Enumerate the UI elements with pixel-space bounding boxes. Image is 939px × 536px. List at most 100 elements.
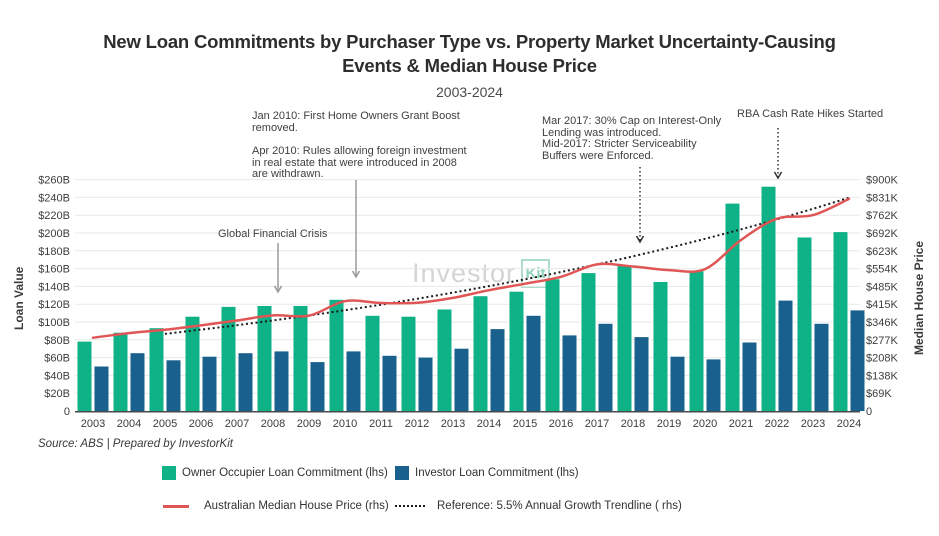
x-axis-label-2015: 2015: [513, 418, 537, 430]
investor-swatch: [395, 466, 409, 480]
mar-2017-arrow-head: [635, 235, 645, 244]
chart-subtitle: 2003-2024: [436, 84, 503, 100]
y-left-tick: $120B: [38, 299, 70, 311]
bar-investor-2022: [778, 300, 793, 411]
x-axis-label-2005: 2005: [153, 418, 177, 430]
bar-investor-2015: [526, 315, 541, 411]
annotation-apr-2010: Apr 2010: Rules allowing foreign investm…: [252, 145, 467, 181]
bar-investor-2003: [94, 366, 109, 411]
bar-investor-2023: [814, 323, 829, 411]
y-right-tick: $554K: [866, 264, 898, 276]
annotation-jan-2010: Jan 2010: First Home Owners Grant Boost …: [252, 110, 460, 134]
x-axis-label-2020: 2020: [693, 418, 717, 430]
x-axis-label-2024: 2024: [837, 418, 861, 430]
bar-owner-occupier-2010: [329, 299, 344, 412]
bar-owner-occupier-2004: [113, 332, 128, 411]
annotation-rba: RBA Cash Rate Hikes Started: [737, 108, 884, 120]
bar-investor-2004: [130, 353, 145, 412]
bar-owner-occupier-2014: [473, 296, 488, 411]
watermark-brand-text: Investor: [412, 258, 517, 288]
y-right-tick: $762K: [866, 210, 898, 222]
y-left-tick: 0: [64, 406, 70, 418]
x-axis-label-2021: 2021: [729, 418, 753, 430]
median-house-price-line: [91, 197, 851, 339]
legend-item-median-price[interactable]: Australian Median House Price (rhs): [163, 500, 389, 512]
annotation-gfc: Global Financial Crisis: [218, 228, 328, 240]
bar-investor-2012: [418, 357, 433, 411]
y-right-tick: $831K: [866, 192, 898, 204]
bar-investor-2009: [310, 362, 325, 411]
x-axis-label-2014: 2014: [477, 418, 501, 430]
x-axis-label-2008: 2008: [261, 418, 285, 430]
y-left-tick: $40B: [44, 370, 70, 382]
x-axis-label-2011: 2011: [369, 418, 393, 430]
bar-owner-occupier-2013: [437, 309, 452, 411]
bar-owner-occupier-2005: [149, 328, 164, 411]
chart-title-block: New Loan Commitments by Purchaser Type v…: [0, 30, 939, 100]
x-axis-label-2018: 2018: [621, 418, 645, 430]
x-axis-label-2022: 2022: [765, 418, 789, 430]
x-axis-label-2016: 2016: [549, 418, 573, 430]
bar-owner-occupier-2022: [761, 186, 776, 411]
y-left-tick: $60B: [44, 353, 70, 365]
bar-investor-2016: [562, 335, 577, 411]
bar-investor-2018: [634, 337, 649, 411]
y-left-tick: $100B: [38, 317, 70, 329]
x-axis-label-2012: 2012: [405, 418, 429, 430]
bar-investor-2007: [238, 353, 253, 412]
x-axis-label-2019: 2019: [657, 418, 681, 430]
bar-owner-occupier-2009: [293, 306, 308, 411]
x-axis-label-2004: 2004: [117, 418, 141, 430]
gfc-arrow-head: [273, 285, 283, 294]
x-axis-label-2017: 2017: [585, 418, 609, 430]
bar-investor-2005: [166, 360, 181, 411]
x-axis-label-2007: 2007: [225, 418, 249, 430]
bar-owner-occupier-2011: [365, 315, 380, 411]
bar-owner-occupier-2018: [617, 265, 632, 411]
bar-investor-2011: [382, 355, 397, 411]
source-note: Source: ABS | Prepared by InvestorKit: [38, 438, 233, 450]
bar-owner-occupier-2008: [257, 306, 272, 411]
bar-investor-2013: [454, 348, 469, 411]
y-left-tick: $240B: [38, 192, 70, 204]
y-right-tick: $277K: [866, 335, 898, 347]
bar-owner-occupier-2006: [185, 316, 200, 411]
bar-investor-2017: [598, 323, 613, 411]
bar-owner-occupier-2019: [653, 282, 668, 412]
apr-2010-arrow-head: [351, 270, 361, 279]
legend-label-investor: Investor Loan Commitment (lhs): [415, 467, 579, 479]
bar-owner-occupier-2003: [77, 341, 92, 411]
y-left-tick: $160B: [38, 264, 70, 276]
median-price-line-swatch: [163, 504, 189, 508]
y-right-tick: $692K: [866, 228, 898, 240]
bar-owner-occupier-2012: [401, 316, 416, 411]
x-axis-label-2010: 2010: [333, 418, 357, 430]
chart-title-line2: Events & Median House Price: [342, 55, 597, 76]
y-right-tick: $485K: [866, 281, 898, 293]
legend-item-owner-occupier[interactable]: Owner Occupier Loan Commitment (lhs): [162, 466, 388, 480]
y-left-tick: $200B: [38, 228, 70, 240]
y-left-tick: $80B: [44, 335, 70, 347]
x-axis-label-2009: 2009: [297, 418, 321, 430]
y-left-tick: $220B: [38, 210, 70, 222]
y-right-tick: $900K: [866, 175, 898, 187]
legend-item-investor[interactable]: Investor Loan Commitment (lhs): [395, 466, 579, 480]
y-right-tick: $138K: [866, 370, 898, 382]
x-axis-label-2006: 2006: [189, 418, 213, 430]
y-right-tick: $346K: [866, 317, 898, 329]
bar-owner-occupier-2023: [797, 237, 812, 412]
owner-occupier-swatch: [162, 466, 176, 480]
bar-investor-2024: [850, 310, 865, 411]
y-left-tick: $180B: [38, 246, 70, 258]
bar-owner-occupier-2007: [221, 306, 236, 411]
growth-trendline: [164, 196, 850, 335]
y-left-tick: $20B: [44, 388, 70, 400]
bar-investor-2020: [706, 359, 721, 411]
bar-investor-2008: [274, 351, 289, 411]
legend-item-trendline[interactable]: Reference: 5.5% Annual Growth Trendline …: [395, 500, 682, 512]
bar-investor-2010: [346, 351, 361, 411]
y-right-tick: $623K: [866, 246, 898, 258]
y-right-tick: 0: [866, 406, 872, 418]
